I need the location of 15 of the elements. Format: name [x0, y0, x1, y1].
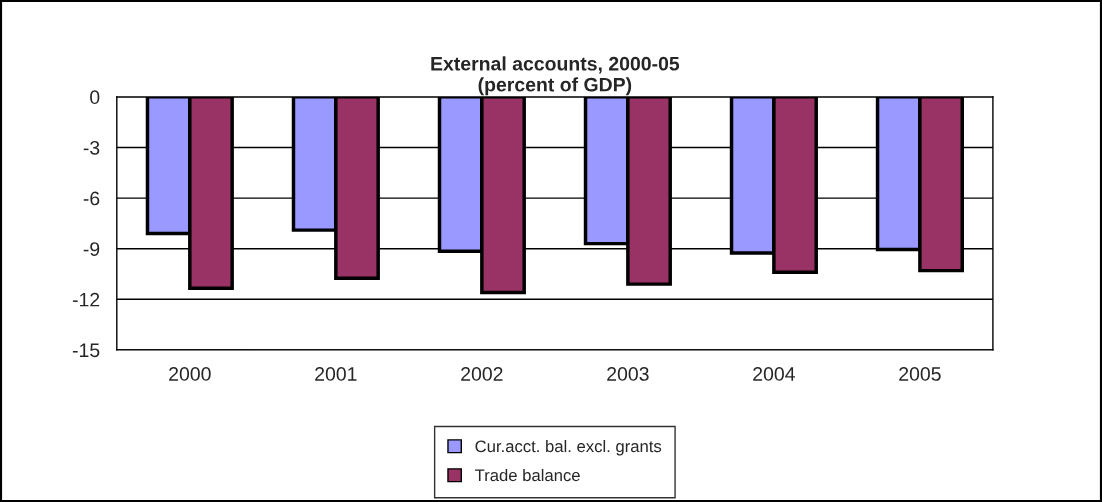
x-tick-label: 2003	[607, 367, 649, 381]
x-tick-label: 2005	[899, 367, 941, 381]
x-tick-label: 2002	[461, 367, 503, 381]
y-tick-label: -3	[83, 140, 100, 155]
legend-label: Cur.acct. bal. excl. grants	[475, 439, 662, 456]
y-tick-label: -9	[83, 242, 100, 256]
chart-title: External accounts, 2000-05 (percent of GDP)	[431, 56, 680, 96]
y-tick-label: -15	[72, 343, 100, 358]
y-tick-label: -12	[72, 292, 100, 307]
x-tick-label: 2001	[315, 367, 357, 381]
y-tick-label: -6	[83, 191, 100, 206]
x-tick-label: 2000	[169, 367, 211, 381]
legend-label: Trade balance	[475, 468, 580, 482]
x-tick-label: 2004	[753, 367, 795, 381]
y-tick-label: 0	[90, 90, 100, 105]
